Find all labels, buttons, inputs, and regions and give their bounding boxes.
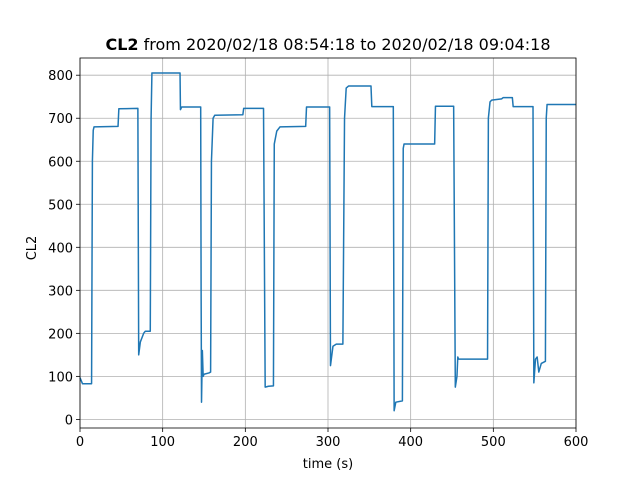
y-tick-label: 400	[48, 241, 73, 256]
y-tick-label: 800	[48, 69, 73, 84]
title-text: from 2020/02/18 08:54:18 to 2020/02/18 0…	[144, 35, 551, 54]
y-axis-label: CL2	[25, 236, 40, 261]
x-tick-label: 200	[233, 435, 258, 450]
x-tick-label: 0	[76, 435, 84, 450]
x-tick-label: 400	[398, 435, 423, 450]
chart-title: CL2 from 2020/02/18 08:54:18 to 2020/02/…	[105, 35, 550, 54]
y-tick-label: 100	[48, 370, 73, 385]
title-bold: CL2	[105, 35, 138, 54]
x-tick-label: 600	[564, 435, 589, 450]
x-tick-label: 500	[481, 435, 506, 450]
x-tick-label: 100	[150, 435, 175, 450]
plot-frame	[79, 57, 577, 429]
data-line	[79, 72, 576, 412]
y-tick-label: 600	[48, 155, 73, 170]
y-tick-label: 200	[48, 327, 73, 342]
y-tick-label: 700	[48, 112, 73, 127]
y-tick-label: 300	[48, 284, 73, 299]
x-tick-label: 300	[316, 435, 341, 450]
y-tick-label: 500	[48, 198, 73, 213]
x-axis-label: time (s)	[303, 457, 353, 472]
y-tick-label: 0	[65, 413, 73, 428]
